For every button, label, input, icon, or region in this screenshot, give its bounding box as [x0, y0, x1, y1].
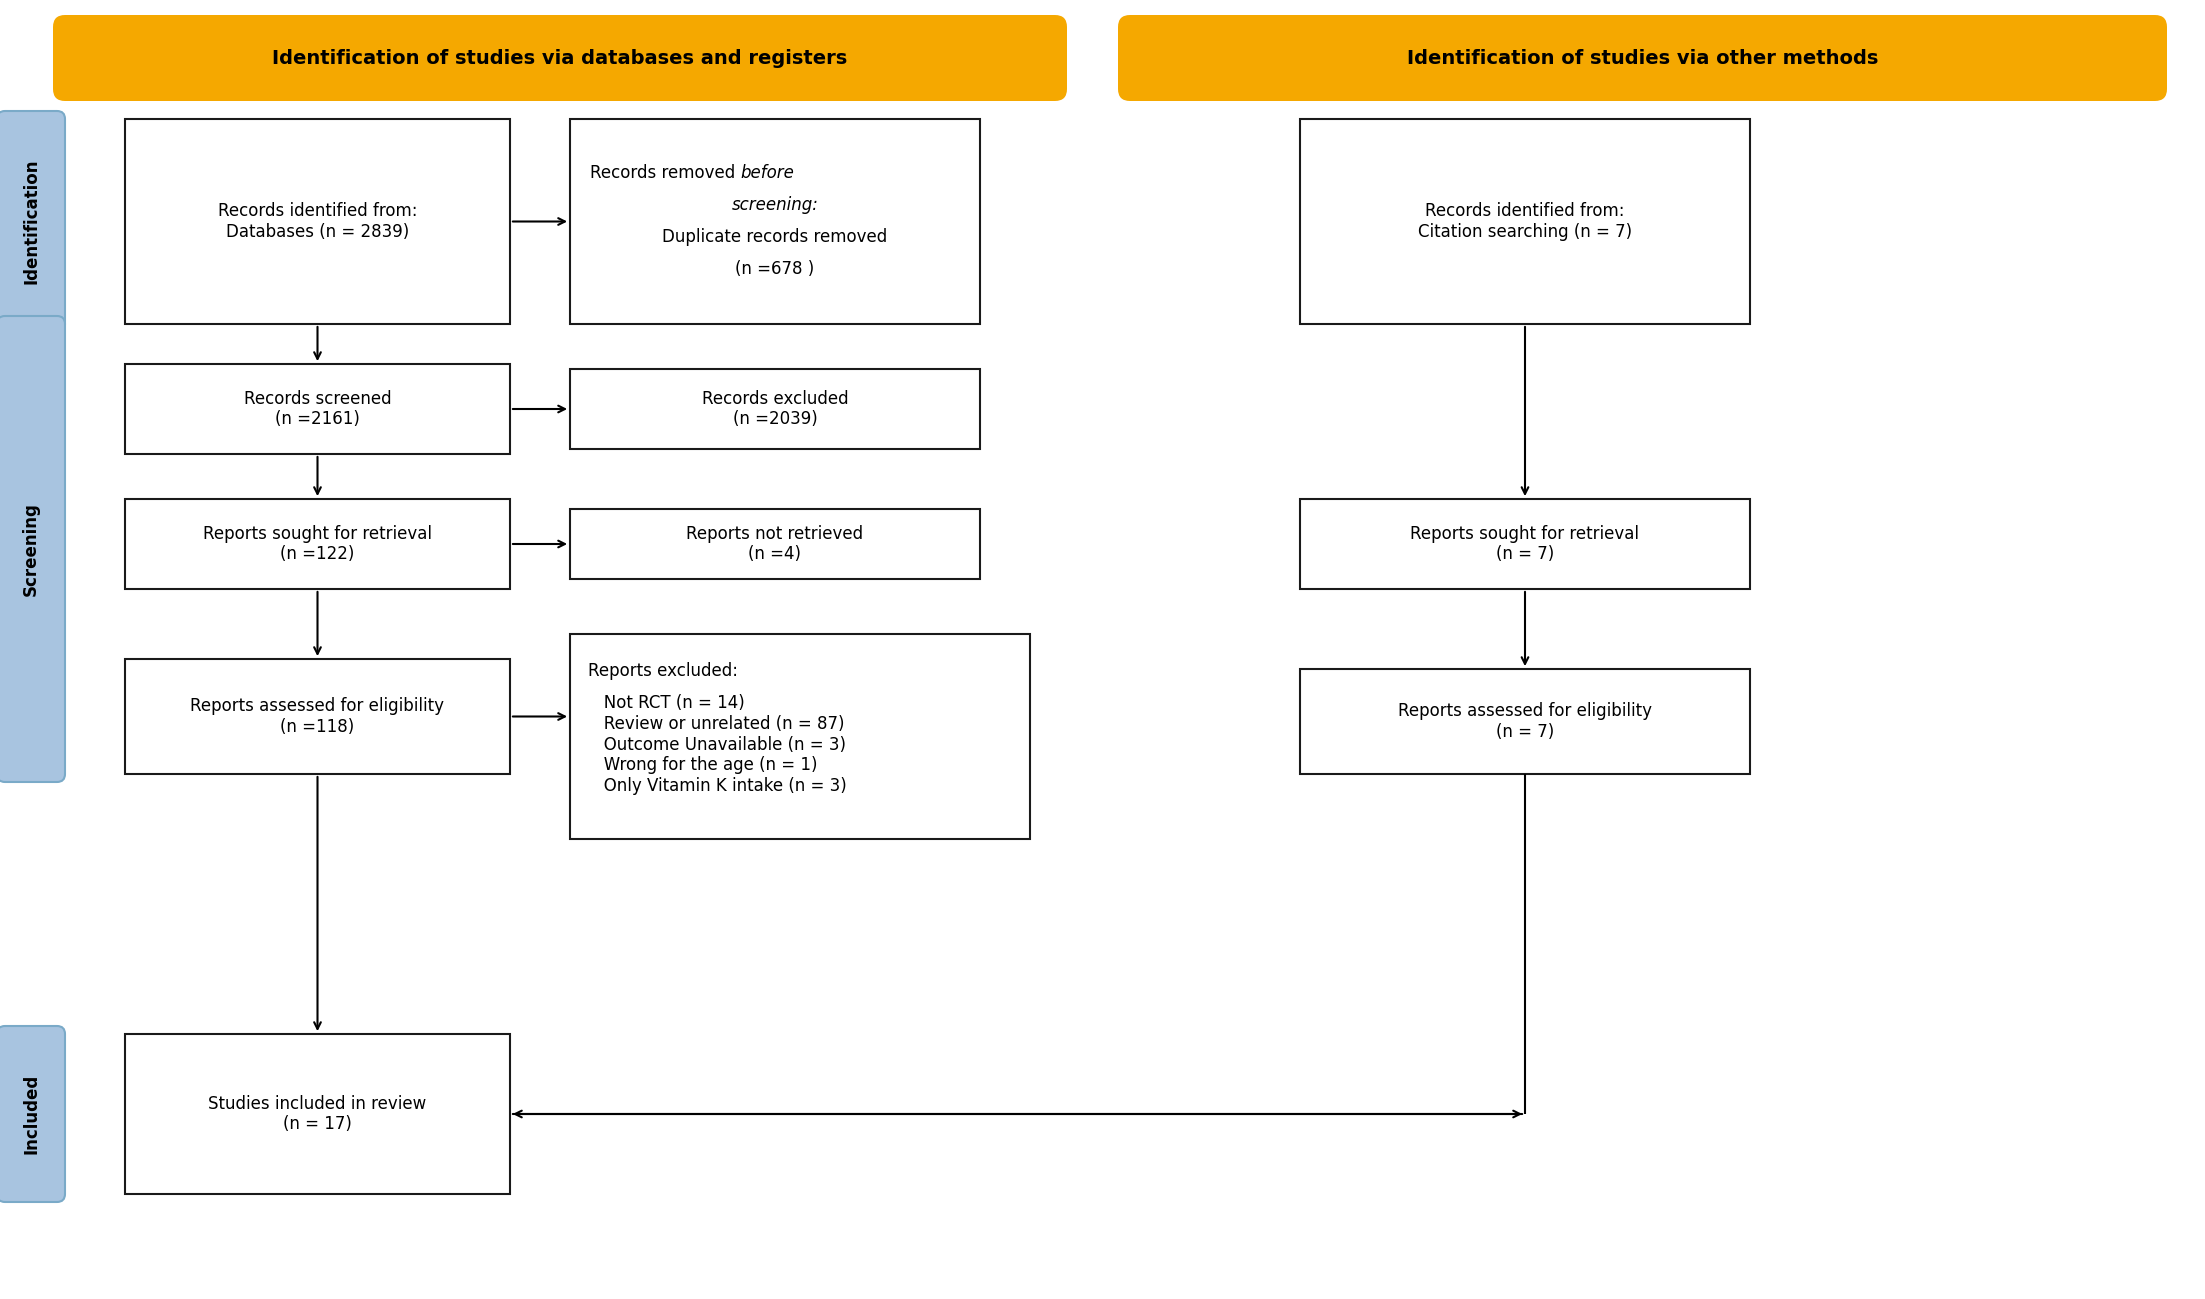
FancyBboxPatch shape [126, 499, 509, 588]
FancyBboxPatch shape [1301, 120, 1751, 323]
FancyBboxPatch shape [1301, 499, 1751, 588]
Text: Reports not retrieved
(n =4): Reports not retrieved (n =4) [686, 525, 864, 564]
Text: Records excluded
(n =2039): Records excluded (n =2039) [701, 390, 849, 429]
Text: screening:: screening: [732, 196, 818, 214]
Text: Identification of studies via other methods: Identification of studies via other meth… [1407, 48, 1879, 68]
Text: Not RCT (n = 14)
   Review or unrelated (n = 87)
   Outcome Unavailable (n = 3)
: Not RCT (n = 14) Review or unrelated (n … [589, 694, 847, 795]
Text: Identification of studies via databases and registers: Identification of studies via databases … [273, 48, 847, 68]
FancyBboxPatch shape [126, 120, 509, 323]
FancyBboxPatch shape [571, 369, 979, 449]
Text: Reports sought for retrieval
(n = 7): Reports sought for retrieval (n = 7) [1411, 525, 1641, 564]
FancyBboxPatch shape [53, 16, 1067, 101]
FancyBboxPatch shape [126, 659, 509, 774]
FancyBboxPatch shape [571, 120, 979, 323]
FancyBboxPatch shape [126, 1034, 509, 1194]
Text: before: before [741, 165, 794, 182]
Text: Reports assessed for eligibility
(n =118): Reports assessed for eligibility (n =118… [190, 698, 445, 737]
Text: Reports excluded:: Reports excluded: [589, 662, 739, 679]
Text: Reports assessed for eligibility
(n = 7): Reports assessed for eligibility (n = 7) [1398, 701, 1652, 740]
Text: Included: Included [22, 1074, 40, 1154]
Text: Records identified from:
Databases (n = 2839): Records identified from: Databases (n = … [218, 203, 417, 240]
FancyBboxPatch shape [0, 316, 64, 782]
FancyBboxPatch shape [571, 509, 979, 579]
FancyBboxPatch shape [0, 110, 64, 333]
FancyBboxPatch shape [1301, 669, 1751, 774]
Text: Reports sought for retrieval
(n =122): Reports sought for retrieval (n =122) [203, 525, 432, 564]
FancyBboxPatch shape [0, 1026, 64, 1202]
Text: Records removed: Records removed [589, 165, 741, 182]
Text: Records screened
(n =2161): Records screened (n =2161) [245, 390, 390, 429]
Text: Identification: Identification [22, 158, 40, 284]
Text: Records identified from:
Citation searching (n = 7): Records identified from: Citation search… [1418, 203, 1632, 240]
Text: Studies included in review
(n = 17): Studies included in review (n = 17) [209, 1095, 426, 1134]
FancyBboxPatch shape [1118, 16, 2168, 101]
FancyBboxPatch shape [126, 364, 509, 453]
Text: (n =678 ): (n =678 ) [736, 261, 814, 278]
Text: Screening: Screening [22, 501, 40, 596]
Text: Duplicate records removed: Duplicate records removed [662, 229, 889, 247]
FancyBboxPatch shape [571, 634, 1030, 839]
